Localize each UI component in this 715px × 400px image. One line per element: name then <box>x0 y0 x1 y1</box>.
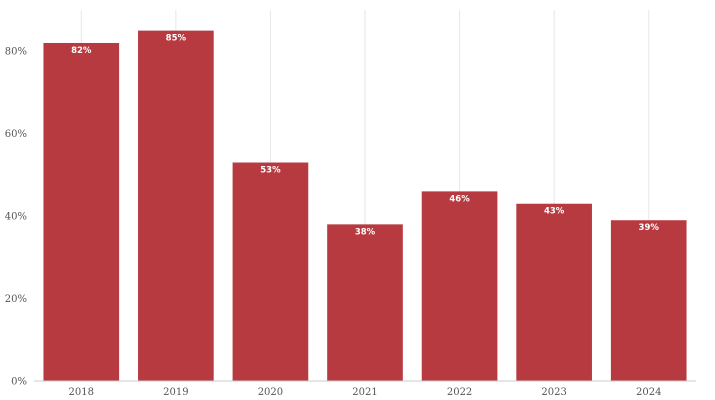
y-axis: 0% 20% 40% 60% 80% <box>5 47 27 388</box>
bar-2024 <box>610 220 687 381</box>
bar-2021 <box>327 224 403 381</box>
bar-2018 <box>43 42 120 381</box>
bar-value-label: 85% <box>166 34 187 44</box>
y-tick-label: 0% <box>11 377 27 388</box>
bars: 82% 85% 53% 38% 46% 43% 39% <box>43 30 687 381</box>
x-tick-label: 2022 <box>447 387 472 398</box>
x-axis: 2018 2019 2020 2021 2022 2023 2024 <box>69 387 662 398</box>
x-tick-label: 2018 <box>69 387 94 398</box>
bar-2023 <box>516 203 592 381</box>
bar-value-label: 39% <box>639 223 660 233</box>
y-tick-label: 40% <box>5 212 27 223</box>
y-tick-label: 20% <box>5 294 27 305</box>
x-tick-label: 2019 <box>163 387 188 398</box>
x-tick-label: 2024 <box>636 387 661 398</box>
bar-2019 <box>138 30 214 381</box>
bar-value-label: 38% <box>355 227 376 237</box>
bar-value-label: 46% <box>449 194 470 204</box>
y-tick-label: 80% <box>5 47 27 58</box>
bar-2022 <box>421 191 498 381</box>
bar-value-label: 43% <box>544 207 565 217</box>
bar-2020 <box>232 162 309 381</box>
x-tick-label: 2020 <box>258 387 283 398</box>
bar-value-label: 82% <box>71 46 92 56</box>
x-tick-label: 2023 <box>541 387 566 398</box>
bar-value-label: 53% <box>260 166 281 176</box>
y-tick-label: 60% <box>5 129 27 140</box>
x-tick-label: 2021 <box>352 387 377 398</box>
